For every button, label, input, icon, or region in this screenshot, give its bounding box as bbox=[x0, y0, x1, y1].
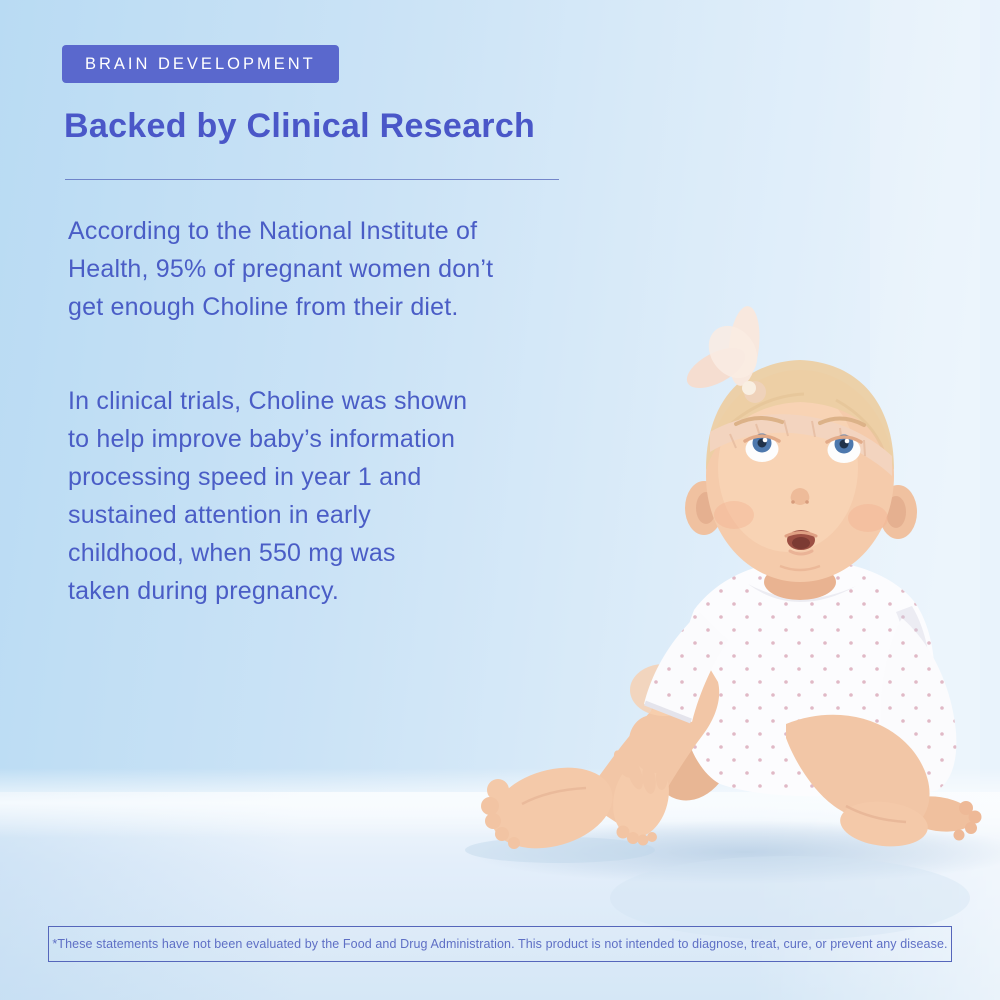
baby-left-foot bbox=[481, 767, 613, 849]
fda-disclaimer-box: *These statements have not been evaluate… bbox=[48, 926, 952, 962]
paragraph-clinical-trials: In clinical trials, Choline was shown to… bbox=[68, 387, 468, 605]
baby-left-arm bbox=[613, 612, 728, 794]
baby-reflection bbox=[610, 856, 970, 940]
baby-face bbox=[714, 416, 888, 572]
baby-photo bbox=[481, 306, 982, 849]
section-title: Backed by Clinical Research bbox=[64, 107, 536, 145]
baby-head bbox=[685, 306, 917, 582]
fda-disclaimer-text: *These statements have not been evaluate… bbox=[52, 937, 948, 951]
divider-line bbox=[65, 179, 559, 180]
baby-right-leg bbox=[786, 714, 930, 847]
category-badge-label: BRAIN DEVELOPMENT bbox=[85, 54, 316, 73]
category-badge: BRAIN DEVELOPMENT bbox=[62, 45, 339, 83]
paragraph-nih-stat: According to the National Institute of H… bbox=[68, 217, 494, 321]
baby-bow-headband bbox=[686, 306, 892, 476]
